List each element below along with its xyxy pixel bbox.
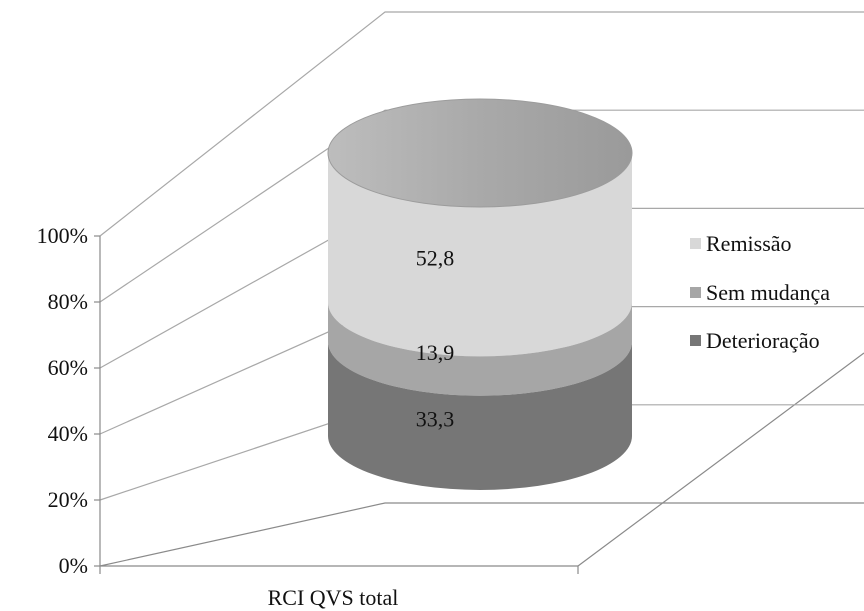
legend-swatch-remissao [690,238,701,249]
y-tick-label: 60% [48,355,88,380]
legend-swatch-deterioracao [690,335,701,346]
floor-back-edge [99,502,864,567]
legend-label-remissao: Remissão [706,231,792,256]
data-label-remissao: 52,8 [416,245,455,270]
x-axis-categories: RCI QVS total [268,585,399,610]
y-tick-label: 20% [48,487,88,512]
legend-label-sem-mudanca: Sem mudança [706,280,830,305]
data-label-sem-mudanca: 13,9 [416,340,455,365]
y-axis-ticks: 0% 20% 40% 60% 80% 100% [37,223,88,578]
gridline [99,109,864,303]
cylinder-segment-sem-mudanca [328,302,632,396]
legend: Remissão Sem mudança Deterioração [690,231,830,353]
y-tick-label: 40% [48,421,88,446]
y-tick-label: 0% [59,553,88,578]
cylinder-bar [327,98,633,490]
gridline [99,11,864,237]
legend-label-deterioracao: Deterioração [706,328,820,353]
y-tick-label: 80% [48,289,88,314]
data-labels: 33,3 13,9 52,8 [416,245,455,431]
y-tick-label: 100% [37,223,88,248]
category-label: RCI QVS total [268,585,399,610]
legend-swatch-sem-mudanca [690,287,701,298]
cylinder-segment-remissao [328,153,632,357]
floor-right-edge [577,352,864,567]
cylinder-top-cap [327,98,633,208]
data-label-deterioracao: 33,3 [416,407,455,432]
cylinder-segment-deterioracao [328,341,632,490]
